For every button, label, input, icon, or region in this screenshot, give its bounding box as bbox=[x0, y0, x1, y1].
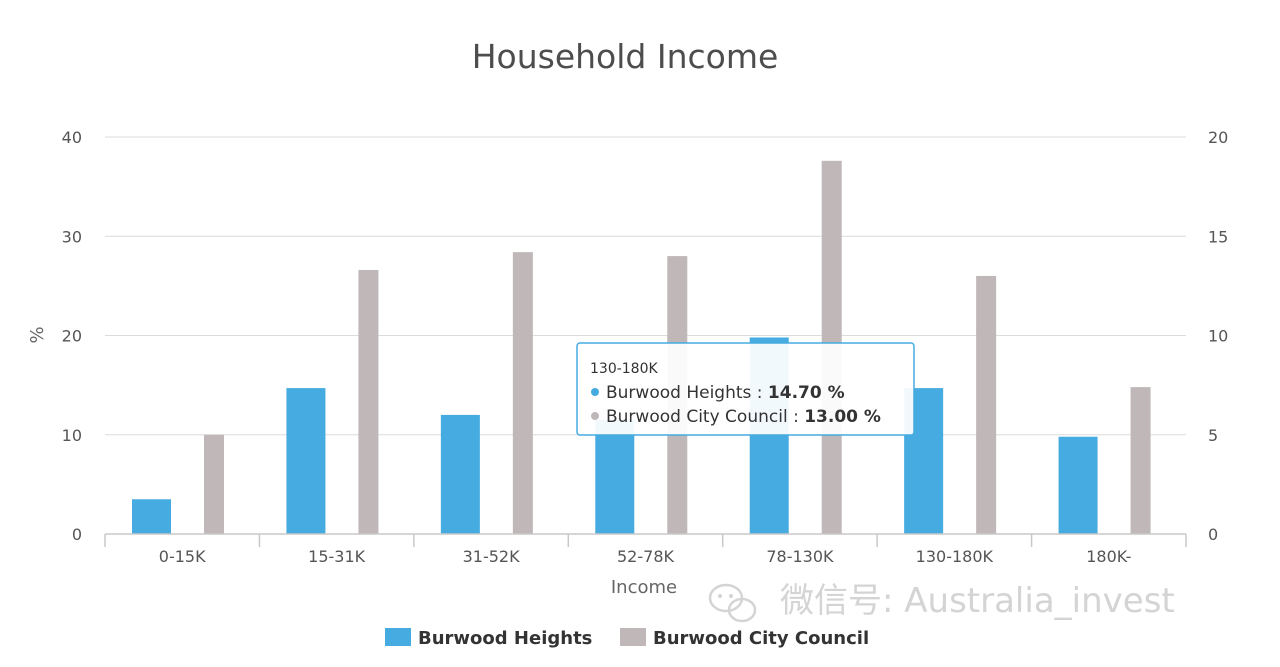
tooltip-series-dot bbox=[591, 412, 599, 420]
tooltip-category: 130-180K bbox=[590, 361, 658, 377]
x-tick-label: 130-180K bbox=[916, 547, 994, 566]
tooltip-line: Burwood Heights : 14.70 % bbox=[606, 383, 845, 403]
bar-burwood-heights[interactable] bbox=[132, 499, 171, 534]
tooltip-series-name: Burwood Heights : bbox=[606, 383, 768, 403]
x-tick-label: 78-130K bbox=[766, 547, 834, 566]
y-tick-label-left: 40 bbox=[62, 128, 82, 147]
x-axis: 0-15K 15-31K 31-52K 52-78K 78-130K 130-180K 18… bbox=[104, 533, 1187, 566]
tooltip-line: Burwood City Council : 13.00 % bbox=[606, 407, 881, 427]
bar-burwood-city-council[interactable] bbox=[204, 434, 224, 534]
y-tick-label-right: 0 bbox=[1208, 525, 1218, 544]
bar-burwood-heights[interactable] bbox=[1058, 436, 1098, 534]
x-tick-label: 180K- bbox=[1086, 547, 1131, 566]
y-tick-label-left: 0 bbox=[72, 525, 82, 544]
watermark: 微信号: Australia_invest bbox=[708, 581, 1175, 623]
legend-label[interactable]: Burwood City Council bbox=[653, 628, 869, 649]
legend: Burwood Heights Burwood City Council bbox=[385, 628, 869, 649]
tooltip-series-name: Burwood City Council : bbox=[606, 407, 804, 427]
y-tick-label-left: 20 bbox=[62, 327, 82, 346]
y-tick-label-right: 20 bbox=[1208, 128, 1228, 147]
legend-swatch[interactable] bbox=[385, 628, 411, 646]
legend-swatch[interactable] bbox=[620, 628, 646, 646]
x-axis-title: Income bbox=[611, 577, 677, 598]
bar-burwood-city-council[interactable] bbox=[1130, 387, 1151, 534]
tooltip-box bbox=[576, 342, 915, 436]
bar-burwood-heights[interactable] bbox=[286, 388, 326, 534]
wechat-icon bbox=[708, 583, 757, 623]
watermark-text: 微信号: Australia_invest bbox=[780, 581, 1175, 621]
x-tick-label: 52-78K bbox=[617, 547, 674, 566]
y-tick-label-left: 30 bbox=[62, 227, 82, 246]
y-tick-label-left: 10 bbox=[62, 426, 82, 445]
bar-burwood-city-council[interactable] bbox=[512, 252, 533, 534]
y-axis-left: 0 10 20 30 40 bbox=[62, 128, 82, 544]
chart-title: Household Income bbox=[472, 37, 779, 76]
tooltip-value: 14.70 % bbox=[768, 383, 845, 403]
bar-burwood-city-council[interactable] bbox=[358, 269, 379, 534]
x-tick-label: 15-31K bbox=[308, 547, 365, 566]
y-tick-label-right: 5 bbox=[1208, 426, 1218, 445]
x-tick-label: 0-15K bbox=[159, 547, 206, 566]
tooltip-series-dot bbox=[591, 388, 599, 396]
x-tick-label: 31-52K bbox=[463, 547, 520, 566]
bar-burwood-city-council[interactable] bbox=[976, 275, 997, 534]
tooltip-value: 13.00 % bbox=[804, 407, 881, 427]
y-axis-right: 0 5 10 15 20 bbox=[1208, 128, 1228, 544]
bar-burwood-heights[interactable] bbox=[595, 419, 635, 534]
legend-label[interactable]: Burwood Heights bbox=[418, 628, 592, 649]
y-tick-label-right: 15 bbox=[1208, 227, 1228, 246]
bar-burwood-heights[interactable] bbox=[440, 414, 480, 534]
y-tick-label-right: 10 bbox=[1208, 327, 1228, 346]
y-axis-title: % bbox=[27, 326, 48, 343]
